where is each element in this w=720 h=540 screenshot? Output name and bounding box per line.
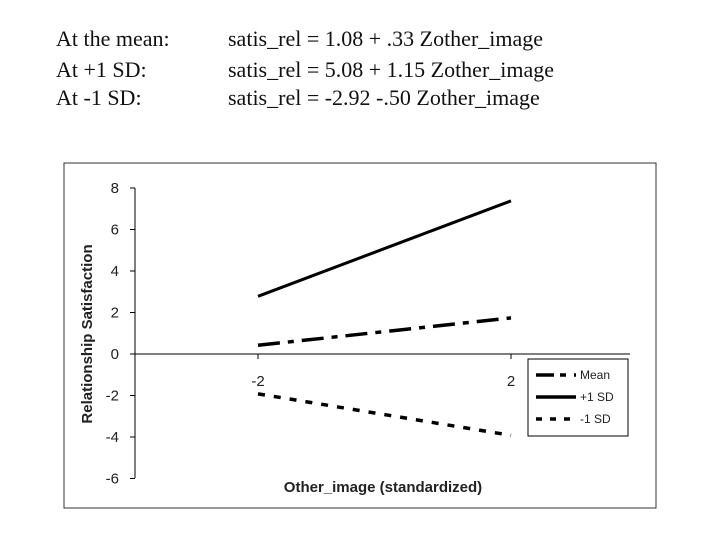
y-tick-label: 4 bbox=[111, 263, 119, 280]
x-tick-label: -2 bbox=[251, 373, 264, 390]
y-tick-label: 8 bbox=[111, 180, 119, 197]
y-tick-label: -6 bbox=[106, 471, 119, 488]
equation-text: satis_rel = 1.08 + .33 Zother_image bbox=[228, 26, 544, 51]
y-axis-title: Relationship Satisfaction bbox=[79, 244, 96, 423]
x-axis-title: Other_image (standardized) bbox=[284, 479, 482, 496]
equation-label: At -1 SD: bbox=[56, 85, 142, 110]
equation-text: satis_rel = -2.92 -.50 Zother_image bbox=[228, 85, 540, 110]
series-line-minus-1-sd bbox=[257, 392, 512, 438]
legend-label-mean: Mean bbox=[580, 368, 610, 382]
y-tick-label: 2 bbox=[111, 305, 119, 322]
y-tick-label: -2 bbox=[106, 388, 119, 405]
x-tick-label: 2 bbox=[507, 373, 515, 390]
series-line-plus-1-sd bbox=[257, 199, 512, 298]
legend-label-plus-1-sd: +1 SD bbox=[580, 390, 614, 404]
equation-text: satis_rel = 5.08 + 1.15 Zother_image bbox=[228, 57, 555, 82]
legend: Mean +1 SD -1 SD bbox=[527, 358, 629, 437]
equation-label: At +1 SD: bbox=[56, 57, 147, 82]
y-tick-label: 0 bbox=[111, 346, 119, 363]
y-tick-label: -4 bbox=[106, 429, 119, 446]
y-tick-label: 6 bbox=[111, 222, 119, 239]
equation-label: At the mean: bbox=[56, 26, 170, 51]
legend-label-minus-1-sd: -1 SD bbox=[580, 412, 611, 426]
